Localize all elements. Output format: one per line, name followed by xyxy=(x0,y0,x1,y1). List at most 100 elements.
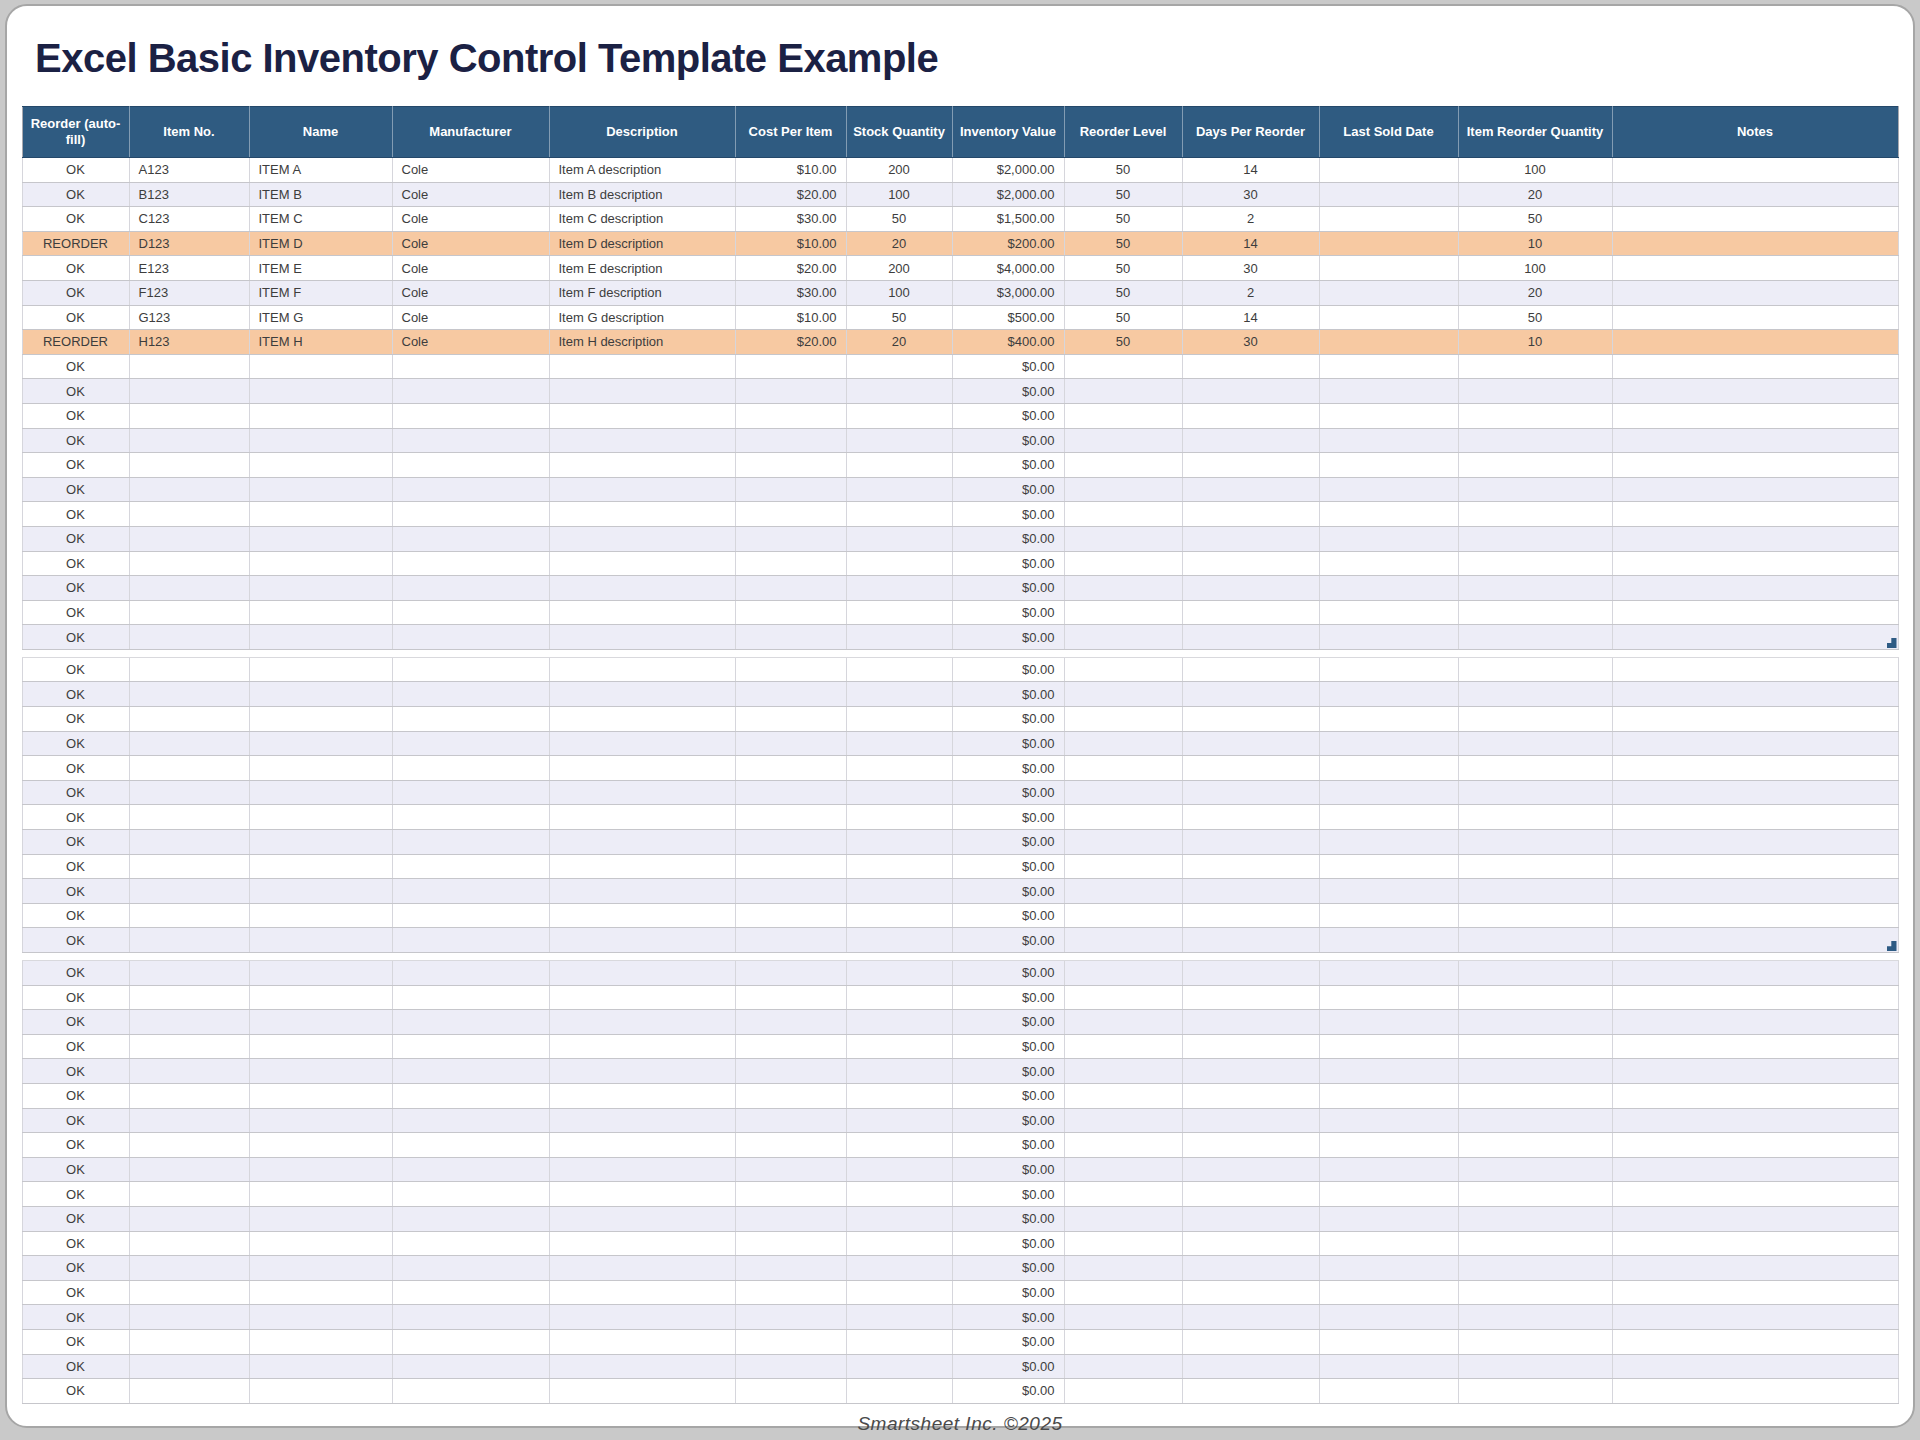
cell-inventory-value[interactable]: $0.00 xyxy=(952,453,1064,478)
cell-cost-per-item[interactable] xyxy=(735,1010,846,1035)
cell-item-reorder-quantity[interactable]: 20 xyxy=(1458,182,1612,207)
cell-reorder-level[interactable] xyxy=(1064,805,1182,830)
cell-cost-per-item[interactable] xyxy=(735,551,846,576)
cell-description[interactable] xyxy=(549,551,735,576)
cell-last-sold-date[interactable] xyxy=(1319,354,1458,379)
cell-status[interactable]: OK xyxy=(22,985,129,1010)
cell-notes[interactable] xyxy=(1612,1354,1898,1379)
cell-description[interactable] xyxy=(549,354,735,379)
cell-manufacturer[interactable] xyxy=(392,731,549,756)
cell-item-reorder-quantity[interactable] xyxy=(1458,453,1612,478)
cell-stock-quantity[interactable] xyxy=(846,354,952,379)
cell-stock-quantity[interactable] xyxy=(846,1034,952,1059)
cell-reorder-level[interactable]: 50 xyxy=(1064,158,1182,183)
cell-description[interactable] xyxy=(549,1059,735,1084)
cell-status[interactable]: OK xyxy=(22,207,129,232)
cell-item-reorder-quantity[interactable] xyxy=(1458,1133,1612,1158)
cell-manufacturer[interactable] xyxy=(392,780,549,805)
cell-days-per-reorder[interactable] xyxy=(1182,903,1319,928)
cell-notes[interactable] xyxy=(1612,330,1898,355)
cell-stock-quantity[interactable] xyxy=(846,1157,952,1182)
cell-reorder-level[interactable]: 50 xyxy=(1064,207,1182,232)
cell-notes[interactable] xyxy=(1612,985,1898,1010)
cell-last-sold-date[interactable] xyxy=(1319,1059,1458,1084)
cell-notes[interactable] xyxy=(1612,805,1898,830)
cell-inventory-value[interactable]: $4,000.00 xyxy=(952,256,1064,281)
cell-days-per-reorder[interactable] xyxy=(1182,1329,1319,1354)
cell-description[interactable] xyxy=(549,453,735,478)
cell-notes[interactable] xyxy=(1612,502,1898,527)
cell-stock-quantity[interactable] xyxy=(846,1231,952,1256)
cell-status[interactable]: OK xyxy=(22,576,129,601)
cell-cost-per-item[interactable] xyxy=(735,625,846,650)
cell-name[interactable] xyxy=(249,879,392,904)
cell-item-no[interactable] xyxy=(129,625,249,650)
cell-status[interactable]: OK xyxy=(22,600,129,625)
cell-item-no[interactable] xyxy=(129,731,249,756)
cell-name[interactable] xyxy=(249,453,392,478)
cell-item-no[interactable] xyxy=(129,928,249,953)
cell-last-sold-date[interactable] xyxy=(1319,403,1458,428)
cell-cost-per-item[interactable]: $30.00 xyxy=(735,280,846,305)
cell-status[interactable]: OK xyxy=(22,682,129,707)
cell-status[interactable]: OK xyxy=(22,280,129,305)
cell-item-reorder-quantity[interactable] xyxy=(1458,657,1612,682)
cell-description[interactable] xyxy=(549,600,735,625)
cell-days-per-reorder[interactable] xyxy=(1182,1108,1319,1133)
cell-stock-quantity[interactable]: 20 xyxy=(846,231,952,256)
cell-manufacturer[interactable]: Cole xyxy=(392,305,549,330)
cell-inventory-value[interactable]: $0.00 xyxy=(952,657,1064,682)
cell-last-sold-date[interactable] xyxy=(1319,576,1458,601)
cell-description[interactable] xyxy=(549,1280,735,1305)
cell-cost-per-item[interactable] xyxy=(735,854,846,879)
cell-days-per-reorder[interactable] xyxy=(1182,1083,1319,1108)
cell-item-reorder-quantity[interactable] xyxy=(1458,985,1612,1010)
cell-inventory-value[interactable]: $0.00 xyxy=(952,805,1064,830)
cell-description[interactable] xyxy=(549,1083,735,1108)
cell-description[interactable] xyxy=(549,526,735,551)
cell-days-per-reorder[interactable] xyxy=(1182,1305,1319,1330)
cell-status[interactable]: OK xyxy=(22,756,129,781)
cell-last-sold-date[interactable] xyxy=(1319,657,1458,682)
cell-reorder-level[interactable] xyxy=(1064,1157,1182,1182)
cell-last-sold-date[interactable] xyxy=(1319,305,1458,330)
cell-stock-quantity[interactable] xyxy=(846,985,952,1010)
cell-manufacturer[interactable] xyxy=(392,1034,549,1059)
cell-item-no[interactable] xyxy=(129,1157,249,1182)
cell-stock-quantity[interactable]: 100 xyxy=(846,182,952,207)
cell-cost-per-item[interactable] xyxy=(735,1231,846,1256)
cell-notes[interactable] xyxy=(1612,657,1898,682)
cell-stock-quantity[interactable] xyxy=(846,854,952,879)
cell-cost-per-item[interactable] xyxy=(735,1034,846,1059)
cell-last-sold-date[interactable] xyxy=(1319,682,1458,707)
cell-description[interactable] xyxy=(549,903,735,928)
cell-stock-quantity[interactable] xyxy=(846,625,952,650)
cell-inventory-value[interactable]: $0.00 xyxy=(952,1231,1064,1256)
cell-stock-quantity[interactable] xyxy=(846,1206,952,1231)
cell-cost-per-item[interactable] xyxy=(735,502,846,527)
cell-reorder-level[interactable] xyxy=(1064,502,1182,527)
cell-reorder-level[interactable] xyxy=(1064,1354,1182,1379)
cell-item-reorder-quantity[interactable] xyxy=(1458,1182,1612,1207)
cell-reorder-level[interactable] xyxy=(1064,780,1182,805)
cell-reorder-level[interactable] xyxy=(1064,1231,1182,1256)
cell-item-no[interactable] xyxy=(129,780,249,805)
cell-name[interactable]: ITEM A xyxy=(249,158,392,183)
cell-last-sold-date[interactable] xyxy=(1319,1280,1458,1305)
cell-description[interactable] xyxy=(549,879,735,904)
cell-name[interactable] xyxy=(249,625,392,650)
cell-days-per-reorder[interactable] xyxy=(1182,780,1319,805)
cell-status[interactable]: OK xyxy=(22,1305,129,1330)
cell-stock-quantity[interactable] xyxy=(846,576,952,601)
cell-days-per-reorder[interactable] xyxy=(1182,576,1319,601)
cell-notes[interactable] xyxy=(1612,207,1898,232)
cell-reorder-level[interactable] xyxy=(1064,1133,1182,1158)
cell-notes[interactable] xyxy=(1612,477,1898,502)
cell-status[interactable]: OK xyxy=(22,526,129,551)
cell-last-sold-date[interactable] xyxy=(1319,879,1458,904)
cell-notes[interactable] xyxy=(1612,1157,1898,1182)
cell-name[interactable] xyxy=(249,1133,392,1158)
cell-days-per-reorder[interactable] xyxy=(1182,625,1319,650)
cell-stock-quantity[interactable] xyxy=(846,780,952,805)
cell-reorder-level[interactable] xyxy=(1064,854,1182,879)
